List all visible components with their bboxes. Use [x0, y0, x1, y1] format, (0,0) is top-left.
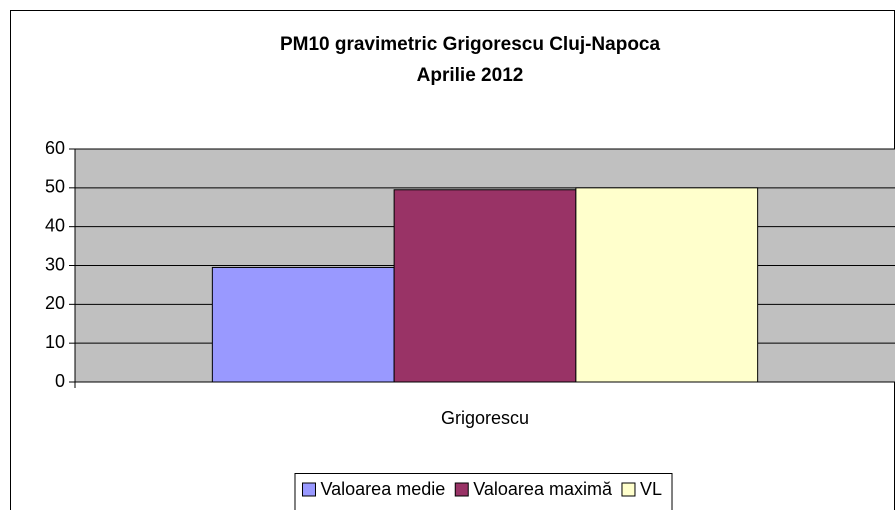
bar	[211, 266, 395, 383]
chart-title: PM10 gravimetric Grigorescu Cluj-Napoca	[280, 34, 661, 55]
y-tick-label: 60	[45, 138, 65, 158]
y-tick-label: 40	[45, 215, 65, 235]
y-tick-label: 30	[45, 254, 65, 274]
legend-label: VL	[640, 479, 662, 499]
y-tick-label: 0	[55, 371, 65, 391]
bar	[393, 189, 577, 383]
bar	[575, 187, 759, 383]
y-tick-label: 10	[45, 332, 65, 352]
chart-subtitle: Aprilie 2012	[417, 65, 524, 86]
legend-label: Valoarea maximă	[473, 479, 613, 499]
legend-swatch	[301, 482, 316, 497]
legend-swatch	[621, 482, 636, 497]
x-tick-label: Grigorescu	[441, 408, 529, 428]
legend-swatch	[454, 482, 469, 497]
legend-label: Valoarea medie	[320, 479, 445, 499]
y-tick-label: 50	[45, 177, 65, 197]
y-tick-label: 20	[45, 293, 65, 313]
legend-box	[294, 473, 673, 510]
